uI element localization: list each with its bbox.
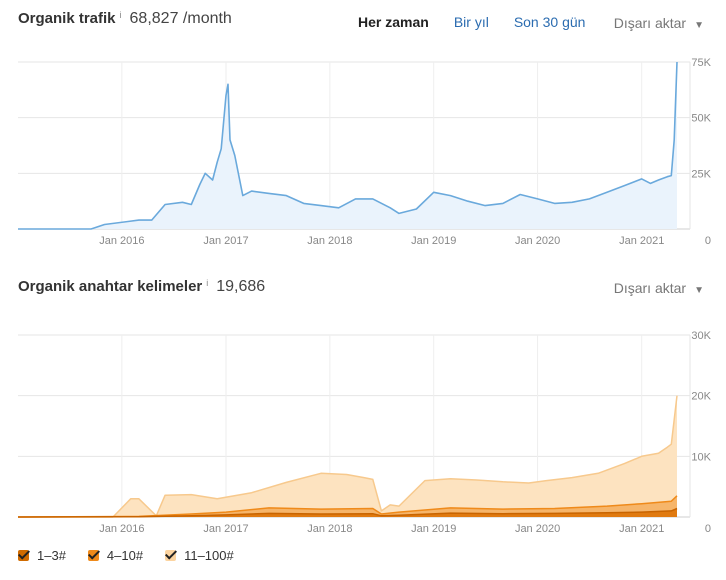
traffic-header: Organik trafik i 68,827 /month	[18, 10, 232, 28]
tab-all-time[interactable]: Her zaman	[358, 14, 429, 30]
y-tick-label: 20K	[691, 391, 711, 403]
x-tick-label: Jan 2016	[99, 235, 144, 247]
checkbox-icon[interactable]	[87, 550, 99, 561]
keywords-series-11-100-line	[18, 395, 678, 518]
traffic-value: 68,827 /month	[129, 10, 232, 27]
traffic-title: Organik trafik	[18, 10, 116, 27]
tab-one-year[interactable]: Bir yıl	[453, 14, 489, 30]
y-tick-label: 0	[705, 235, 711, 247]
legend-label: 1–3#	[37, 548, 66, 563]
checkbox-icon[interactable]	[18, 550, 29, 561]
tab-last-30-days[interactable]: Son 30 gün	[513, 14, 586, 30]
traffic-area-fill	[18, 62, 677, 229]
keywords-value: 19,686	[216, 278, 266, 295]
keywords-info-icon[interactable]: i	[206, 278, 209, 288]
x-tick-label: Jan 2020	[515, 235, 560, 247]
traffic-export-button[interactable]: Dışarı aktar ▼	[614, 15, 704, 31]
y-tick-label: 50K	[691, 113, 711, 125]
keywords-series-1-3-area	[18, 508, 677, 517]
y-tick-label: 75K	[691, 57, 711, 69]
legend-label: 4–10#	[106, 548, 144, 563]
time-range-tabs: Her zaman Bir yıl Son 30 gün	[358, 14, 610, 30]
keywords-series-4-10-line	[17, 495, 678, 518]
chevron-down-icon: ▼	[694, 285, 704, 296]
x-tick-label: Jan 2019	[411, 235, 456, 247]
y-tick-label: 10K	[691, 451, 711, 463]
legend-label: 11–100#	[184, 548, 234, 563]
legend-item-4-10[interactable]: 4–10#	[87, 548, 144, 563]
legend-item-11-100[interactable]: 11–100#	[165, 548, 234, 563]
x-tick-label: Jan 2021	[619, 523, 664, 535]
keywords-export-label: Dışarı aktar	[613, 280, 687, 296]
x-tick-label: Jan 2017	[203, 235, 248, 247]
legend-item-1-3[interactable]: 1–3#	[18, 548, 66, 563]
keywords-header: Organik anahtar kelimeler i 19,686	[18, 278, 265, 296]
y-tick-label: 0	[705, 523, 711, 535]
keywords-chart: 30K 20K 10K 0 Jan 2016 Jan 2017 Jan 2018 Jan 20…	[17, 330, 712, 535]
traffic-export-label: Dışarı aktar	[613, 15, 687, 31]
x-tick-label: Jan 2021	[619, 235, 664, 247]
traffic-line	[18, 61, 678, 230]
traffic-info-icon[interactable]: i	[119, 10, 122, 20]
keywords-export-button[interactable]: Dışarı aktar ▼	[614, 280, 704, 296]
x-tick-label: Jan 2016	[99, 523, 144, 535]
x-tick-label: Jan 2019	[411, 523, 456, 535]
chevron-down-icon: ▼	[694, 20, 704, 31]
y-tick-label: 30K	[691, 330, 711, 342]
x-tick-label: Jan 2017	[203, 523, 248, 535]
x-tick-label: Jan 2018	[307, 235, 352, 247]
keywords-title: Organik anahtar kelimeler	[18, 278, 203, 295]
keywords-series-1-3-line	[17, 507, 678, 518]
checkbox-icon[interactable]	[165, 550, 177, 561]
x-tick-label: Jan 2020	[515, 523, 560, 535]
keywords-legend: 1–3# 4–10# 11–100#	[18, 548, 256, 563]
traffic-chart: 75K 50K 25K 0 Jan 2016 Jan 2017 Jan 2018 Jan 20…	[18, 57, 712, 247]
x-tick-label: Jan 2018	[307, 523, 352, 535]
keywords-series-4-10-area	[18, 495, 677, 517]
keywords-series-11-100-area	[18, 395, 677, 517]
y-tick-label: 25K	[691, 168, 711, 180]
